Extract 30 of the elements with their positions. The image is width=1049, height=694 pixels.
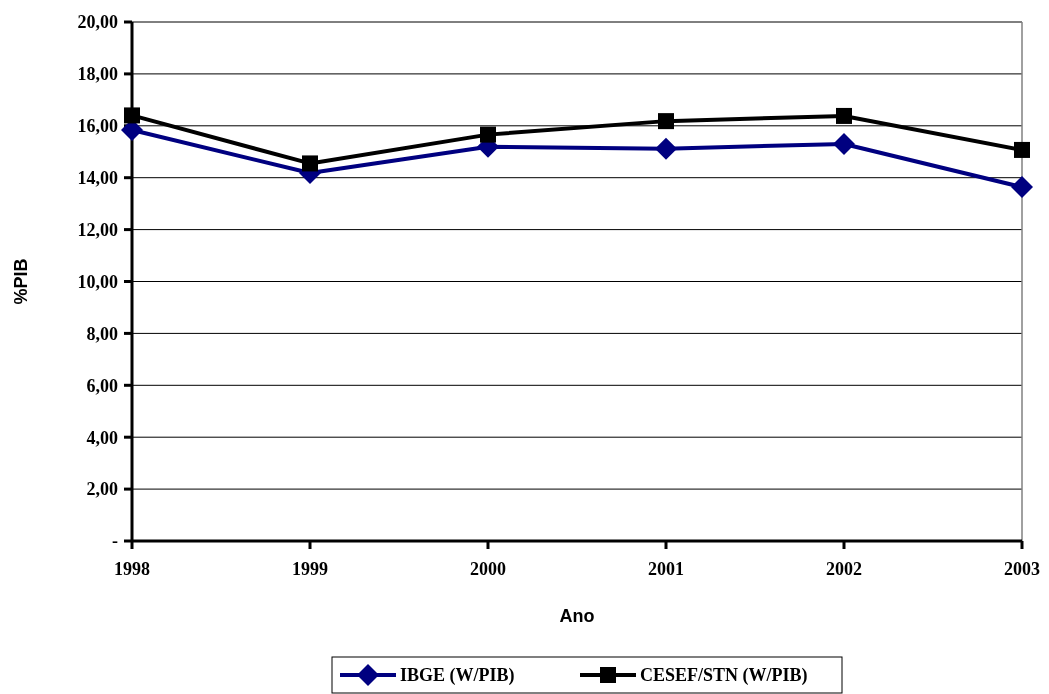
point [655,137,677,160]
y-tick-label: - [112,531,118,552]
y-tick-label: 20,00 [77,12,118,33]
legend-label: IBGE (W/PIB) [400,665,515,687]
y-tick-label: 6,00 [86,375,118,396]
y-tick-label: 18,00 [77,64,118,85]
y-axis-title: %PIB [11,258,31,305]
point [836,107,852,124]
x-tick-label: 1999 [292,559,328,579]
point [1011,176,1033,199]
point [480,126,496,143]
y-tick-label: 16,00 [77,116,118,137]
point [302,155,318,172]
x-tick-label: 2002 [826,559,862,579]
point [1014,141,1030,158]
point [124,107,140,124]
legend-label: CESEF/STN (W/PIB) [640,665,808,687]
x-tick-label: 2003 [1004,559,1040,579]
x-tick-label: 2001 [648,559,684,579]
x-axis-title: Ano [559,606,595,626]
point [833,132,855,155]
y-tick-label: 12,00 [77,219,118,240]
y-tick-label: 4,00 [86,427,118,448]
point [658,113,674,130]
y-tick-label: 8,00 [86,323,118,344]
x-tick-label: 2000 [470,559,506,579]
y-tick-label: 2,00 [86,479,118,500]
x-tick-label: 1998 [114,559,150,579]
y-tick-label: 14,00 [77,168,118,188]
y-tick-label: 10,00 [77,271,118,292]
